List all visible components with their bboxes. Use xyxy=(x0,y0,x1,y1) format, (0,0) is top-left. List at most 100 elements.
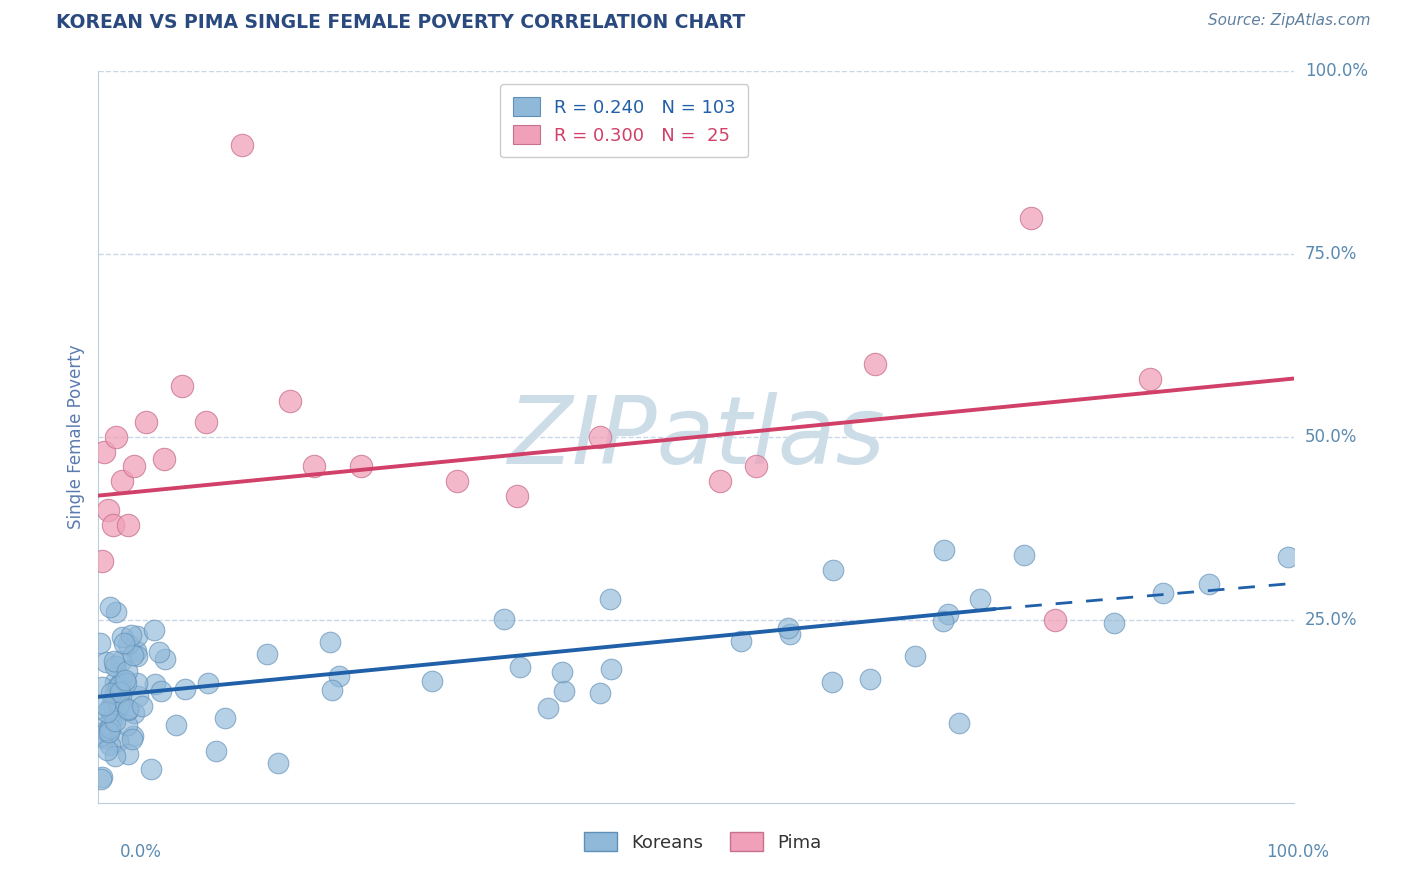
Point xyxy=(93,731,115,745)
Point xyxy=(101,698,124,712)
Point xyxy=(103,654,125,668)
Point xyxy=(103,714,125,728)
Point xyxy=(111,631,134,645)
Point xyxy=(94,655,117,669)
Point xyxy=(745,459,768,474)
Point xyxy=(148,644,170,658)
Point xyxy=(820,675,842,690)
Point xyxy=(110,690,132,704)
Point xyxy=(117,702,139,716)
Point xyxy=(267,756,290,770)
Point xyxy=(446,474,468,488)
Legend: R = 0.240   N = 103, R = 0.300   N =  25: R = 0.240 N = 103, R = 0.300 N = 25 xyxy=(501,84,748,157)
Point xyxy=(600,662,623,676)
Point xyxy=(104,605,127,619)
Point xyxy=(105,430,128,444)
Point xyxy=(859,672,882,686)
Point xyxy=(110,678,132,692)
Point xyxy=(124,459,146,474)
Point xyxy=(103,711,125,725)
Point xyxy=(91,770,114,784)
Point xyxy=(1012,548,1035,562)
Point xyxy=(1277,549,1299,564)
Point xyxy=(93,720,115,734)
Point xyxy=(1152,585,1174,599)
Point xyxy=(107,733,129,747)
Text: 0.0%: 0.0% xyxy=(120,843,162,861)
Point xyxy=(104,685,127,699)
Point xyxy=(127,690,149,704)
Point xyxy=(127,649,149,664)
Point xyxy=(97,503,120,517)
Point xyxy=(328,669,350,683)
Text: KOREAN VS PIMA SINGLE FEMALE POVERTY CORRELATION CHART: KOREAN VS PIMA SINGLE FEMALE POVERTY COR… xyxy=(56,13,745,32)
Text: 75.0%: 75.0% xyxy=(1305,245,1357,263)
Point xyxy=(125,676,148,690)
Point xyxy=(173,682,195,697)
Point xyxy=(110,654,132,668)
Point xyxy=(122,706,145,720)
Point xyxy=(111,673,134,688)
Point xyxy=(214,711,236,725)
Point xyxy=(1139,371,1161,385)
Point xyxy=(117,703,139,717)
Point xyxy=(91,554,114,568)
Point xyxy=(155,652,177,666)
Text: 100.0%: 100.0% xyxy=(1305,62,1368,80)
Point xyxy=(936,607,959,621)
Point xyxy=(969,591,991,606)
Point xyxy=(143,676,166,690)
Point xyxy=(131,698,153,713)
Point xyxy=(278,393,301,408)
Point xyxy=(172,379,194,393)
Point xyxy=(107,699,129,714)
Point xyxy=(537,700,560,714)
Y-axis label: Single Female Poverty: Single Female Poverty xyxy=(66,345,84,529)
Text: 25.0%: 25.0% xyxy=(1305,611,1357,629)
Text: Source: ZipAtlas.com: Source: ZipAtlas.com xyxy=(1208,13,1371,29)
Point xyxy=(302,459,325,474)
Point xyxy=(776,621,799,635)
Point xyxy=(350,459,373,474)
Point xyxy=(125,644,148,658)
Point xyxy=(104,658,127,673)
Text: 50.0%: 50.0% xyxy=(1305,428,1357,446)
Point xyxy=(509,659,531,673)
Point xyxy=(104,748,127,763)
Point xyxy=(135,416,157,430)
Point xyxy=(1198,577,1220,591)
Point xyxy=(730,633,752,648)
Point xyxy=(121,628,143,642)
Point xyxy=(122,729,145,743)
Point xyxy=(107,679,129,693)
Point xyxy=(90,772,112,787)
Point xyxy=(114,673,136,687)
Point xyxy=(321,683,343,698)
Point xyxy=(1102,615,1125,630)
Point xyxy=(1019,211,1042,225)
Point xyxy=(91,681,114,695)
Point xyxy=(932,543,955,558)
Point xyxy=(149,683,172,698)
Point xyxy=(551,665,574,679)
Point xyxy=(101,517,124,532)
Legend: Koreans, Pima: Koreans, Pima xyxy=(575,822,831,861)
Point xyxy=(117,747,139,762)
Point xyxy=(709,474,731,488)
Point xyxy=(589,430,612,444)
Point xyxy=(948,716,970,731)
Point xyxy=(494,612,516,626)
Point xyxy=(115,664,138,678)
Point xyxy=(195,416,218,430)
Point xyxy=(231,137,253,152)
Point xyxy=(108,685,131,699)
Text: 100.0%: 100.0% xyxy=(1265,843,1329,861)
Point xyxy=(97,724,120,739)
Point xyxy=(97,702,120,716)
Text: ZIPatlas: ZIPatlas xyxy=(508,392,884,483)
Point xyxy=(89,635,111,649)
Point xyxy=(779,626,801,640)
Point xyxy=(117,637,139,651)
Point xyxy=(103,698,125,712)
Point xyxy=(111,474,134,488)
